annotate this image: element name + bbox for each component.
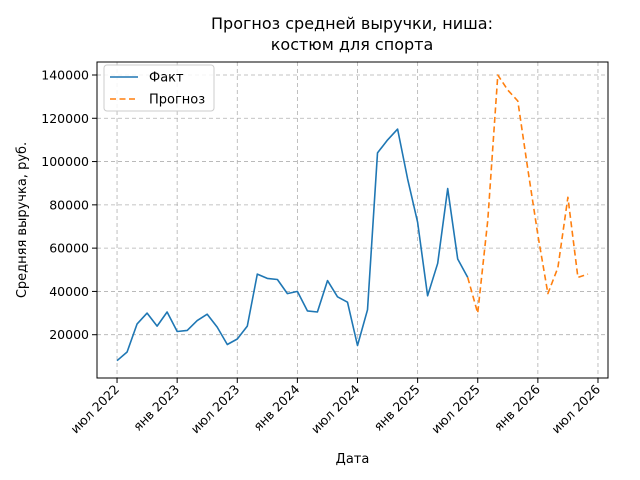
legend: Факт Прогноз <box>103 64 215 112</box>
x-tick-label: янв 2024 <box>250 381 302 433</box>
x-tick-label: июл 2025 <box>428 382 483 437</box>
x-axis-label: Дата <box>336 452 370 467</box>
axis-ticks: июл 2022 янв 2023 июл 2023 янв 2024 июл 2024… <box>41 67 603 436</box>
x-tick-label: июл 2024 <box>308 381 363 436</box>
plot-frame <box>96 61 609 379</box>
x-tick-label: июл 2023 <box>188 382 243 437</box>
chart-title-line-2: костюм для спорта <box>271 35 434 54</box>
chart-title-line-1: Прогноз средней выручки, ниша: <box>211 14 493 33</box>
legend-label-forecast: Прогноз <box>149 93 205 108</box>
chart-title: Прогноз средней выручки, ниша: костюм дл… <box>211 14 493 54</box>
series-line-fact <box>116 128 469 362</box>
legend-label-fact: Факт <box>149 71 184 86</box>
y-tick-label: 120000 <box>41 111 89 126</box>
x-tick-label: янв 2025 <box>371 382 423 434</box>
x-tick-label: янв 2023 <box>130 382 182 434</box>
x-tick-label: июл 2026 <box>548 381 603 436</box>
y-tick-label: 60000 <box>49 241 89 256</box>
x-tick-label: янв 2026 <box>491 381 543 433</box>
y-axis-label: Средняя выручка, руб. <box>15 142 30 298</box>
y-tick-label: 100000 <box>41 154 89 169</box>
y-tick-label: 140000 <box>41 67 89 82</box>
x-tick-label: июл 2022 <box>67 382 122 437</box>
y-tick-label: 80000 <box>49 197 89 212</box>
series-lines <box>116 74 589 362</box>
series-line-forecast <box>466 74 589 314</box>
y-tick-label: 20000 <box>49 327 89 342</box>
y-tick-label: 40000 <box>49 284 89 299</box>
